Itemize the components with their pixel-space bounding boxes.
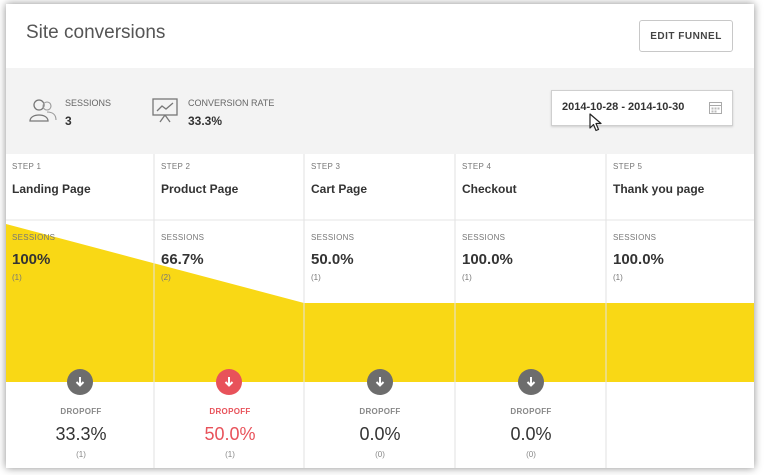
funnel-chart: STEP 1 Landing Page SESSIONS 100% (1) DR… xyxy=(6,154,754,468)
step-sessions-percent: 100% xyxy=(12,251,51,268)
step-number: STEP 5 xyxy=(613,162,643,171)
page-title: Site conversions xyxy=(26,22,166,43)
funnel-area xyxy=(6,224,754,382)
dropoff-button[interactable] xyxy=(518,369,544,395)
dropoff-button[interactable] xyxy=(67,369,93,395)
step-sessions-label: SESSIONS xyxy=(613,233,657,242)
step-sessions-count: (1) xyxy=(613,273,623,282)
step-sessions-percent: 50.0% xyxy=(311,251,354,268)
step-sessions-percent: 100.0% xyxy=(613,251,664,268)
dropoff-percent: 50.0% xyxy=(204,424,256,444)
card-header: Site conversions EDIT FUNNEL xyxy=(6,4,754,68)
arrow-down-icon xyxy=(375,377,385,387)
presentation-chart-icon xyxy=(152,98,178,123)
mouse-cursor-icon xyxy=(589,113,602,132)
date-range-picker[interactable]: 2014-10-28 - 2014-10-30 xyxy=(551,90,733,126)
sessions-label: SESSIONS xyxy=(65,98,112,108)
arrow-down-icon xyxy=(75,377,85,387)
funnel-step: STEP 5 Thank you page SESSIONS 100.0% (1… xyxy=(607,154,754,468)
conversion-rate-value: 33.3% xyxy=(188,114,223,128)
stats-bar: SESSIONS 3 CONVERSION RATE 33.3% 2014-10… xyxy=(6,68,754,154)
step-sessions-count: (1) xyxy=(462,273,472,282)
calendar-icon[interactable] xyxy=(709,101,722,114)
date-range-value: 2014-10-28 - 2014-10-30 xyxy=(562,101,685,113)
dropoff-percent: 0.0% xyxy=(359,424,401,444)
dropoff-percent: 0.0% xyxy=(510,424,552,444)
step-name: Product Page xyxy=(161,182,239,196)
dropoff-count: (1) xyxy=(76,450,86,459)
step-name: Thank you page xyxy=(613,182,705,196)
funnel-step: STEP 2 Product Page SESSIONS 66.7% (2) D… xyxy=(155,154,304,468)
dropoff-count: (0) xyxy=(526,450,536,459)
dropoff-count: (0) xyxy=(375,450,385,459)
dropoff-label: DROPOFF xyxy=(209,407,251,416)
funnel-step: STEP 3 Cart Page SESSIONS 50.0% (1) DROP… xyxy=(305,154,455,468)
arrow-down-icon xyxy=(526,377,536,387)
step-sessions-count: (1) xyxy=(311,273,321,282)
step-name: Landing Page xyxy=(12,182,91,196)
step-sessions-count: (2) xyxy=(161,273,171,282)
sessions-value: 3 xyxy=(65,114,72,128)
funnel-step: STEP 4 Checkout SESSIONS 100.0% (1) DROP… xyxy=(456,154,606,468)
step-sessions-label: SESSIONS xyxy=(311,233,355,242)
dropoff-label: DROPOFF xyxy=(60,407,102,416)
funnel-card: Site conversions EDIT FUNNEL SESSIONS 3 … xyxy=(6,4,754,468)
dropoff-button[interactable] xyxy=(367,369,393,395)
step-number: STEP 1 xyxy=(12,162,42,171)
edit-funnel-button[interactable]: EDIT FUNNEL xyxy=(639,20,733,52)
step-number: STEP 3 xyxy=(311,162,341,171)
dropoff-percent: 33.3% xyxy=(55,424,107,444)
conversion-rate-label: CONVERSION RATE xyxy=(188,98,275,108)
funnel-graphic xyxy=(6,154,754,468)
step-sessions-label: SESSIONS xyxy=(462,233,506,242)
dropoff-label: DROPOFF xyxy=(359,407,401,416)
funnel-step: STEP 1 Landing Page SESSIONS 100% (1) DR… xyxy=(6,154,154,468)
dropoff-label: DROPOFF xyxy=(510,407,552,416)
dropoff-count: (1) xyxy=(225,450,235,459)
dropoff-button[interactable] xyxy=(216,369,242,395)
step-sessions-label: SESSIONS xyxy=(12,233,56,242)
step-number: STEP 2 xyxy=(161,162,191,171)
step-sessions-count: (1) xyxy=(12,273,22,282)
step-name: Cart Page xyxy=(311,182,368,196)
arrow-down-icon xyxy=(224,377,234,387)
step-name: Checkout xyxy=(462,182,517,196)
step-sessions-percent: 66.7% xyxy=(161,251,204,268)
step-sessions-label: SESSIONS xyxy=(161,233,205,242)
users-icon xyxy=(29,99,57,122)
step-sessions-percent: 100.0% xyxy=(462,251,513,268)
step-number: STEP 4 xyxy=(462,162,492,171)
